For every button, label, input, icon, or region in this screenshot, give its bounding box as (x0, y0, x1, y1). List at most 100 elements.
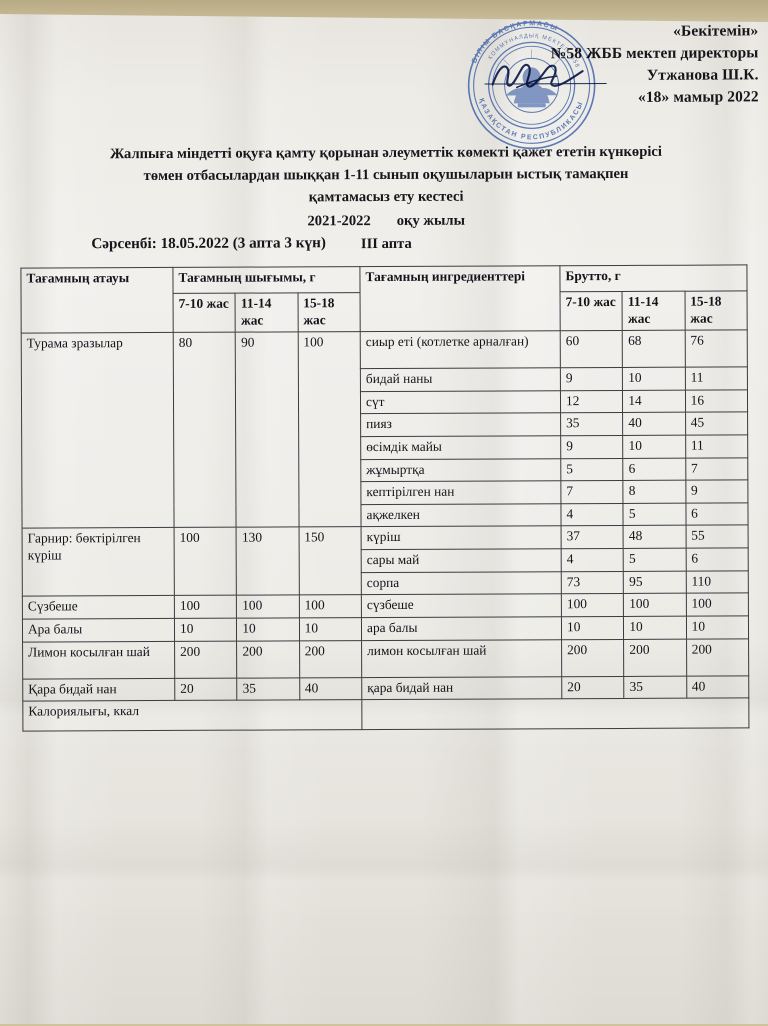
cell-yield-3: 150 (298, 527, 362, 596)
date-line: Сәрсенбі: 18.05.2022 (3 апта 3 күн) (91, 234, 326, 253)
cell-brutto-1: 9 (560, 435, 624, 459)
table-body: Турама зразылар 80 90 100 сиыр еті (котлетке… (21, 330, 749, 732)
cell-ingredient-name: өсімдік майы (360, 435, 561, 460)
cell-brutto-1: 9 (560, 367, 623, 391)
cell-yield-1: 100 (174, 527, 237, 596)
cell-dish-name: Қара бидай нан (22, 677, 175, 702)
menu-table-container: Тағамның атауы Тағамның шығымы, г Тағамн… (20, 264, 749, 732)
cell-brutto-1: 37 (561, 525, 624, 549)
academic-year: 2021-2022 (307, 212, 371, 229)
cell-ingredient-name: кептірілген нан (360, 480, 561, 505)
title-line-3: қамтамасыз ету кестесі (308, 188, 464, 206)
approval-director-name: Утжанова Ш.К. (646, 66, 759, 84)
cell-brutto-2: 48 (623, 525, 686, 549)
cell-ingredient-name: сүзбеше (361, 594, 562, 618)
cell-calories-label: Калориялығы, ккал (22, 699, 362, 732)
cell-ingredient-name: қара бидай нан (361, 676, 562, 700)
cell-dish-name: Сүзбеше (22, 595, 175, 620)
cell-yield-3: 200 (299, 640, 362, 678)
cell-yield-3: 100 (299, 594, 362, 618)
cell-brutto-3: 10 (686, 615, 749, 639)
cell-ingredient-name: ақжелкен (360, 503, 562, 528)
cell-yield-3: 40 (299, 677, 362, 701)
cell-brutto-2: 10 (623, 616, 687, 639)
cell-brutto-2: 10 (622, 367, 686, 391)
cell-dish-name: Ара балы (22, 618, 175, 642)
cell-yield-2: 90 (235, 332, 299, 528)
cell-brutto-2: 100 (623, 593, 687, 617)
menu-table: Тағамның атауы Тағамның шығымы, г Тағамн… (20, 264, 749, 732)
cell-brutto-2: 10 (622, 435, 686, 459)
cell-brutto-1: 4 (561, 548, 624, 572)
cell-ingredient-name: сиыр еті (котлетке арналған) (360, 330, 561, 369)
header-brutto-age-11-14: 11-14 жас (622, 291, 685, 331)
header-brutto-group: Брутто, г (559, 264, 748, 292)
table-head: Тағамның атауы Тағамның шығымы, г Тағамн… (20, 264, 748, 334)
title-line-1: Жалпыға міндетті оқуға қамту қорынан әле… (109, 143, 662, 163)
cell-yield-2: 100 (236, 595, 300, 619)
header-ingredients: Тағамның ингредиенттері (359, 265, 561, 332)
cell-dish-name: Лимон косылған шай (22, 640, 175, 679)
cell-calories-value (361, 698, 749, 730)
cell-ingredient-name: бидай наны (360, 367, 561, 392)
cell-brutto-2: 14 (622, 390, 686, 413)
approval-label: «Бекітемін» (673, 22, 759, 40)
cell-brutto-1: 100 (561, 593, 624, 617)
cell-brutto-3: 16 (685, 389, 748, 413)
cell-brutto-3: 200 (686, 638, 749, 676)
cell-brutto-3: 40 (686, 675, 749, 699)
cell-brutto-3: 6 (685, 548, 749, 571)
cell-ingredient-name: күріш (361, 526, 562, 550)
academic-year-label: оқу жылы (396, 212, 465, 229)
cell-brutto-3: 11 (685, 434, 748, 458)
cell-brutto-3: 100 (685, 593, 749, 617)
cell-brutto-2: 40 (622, 412, 686, 436)
cell-brutto-2: 200 (623, 638, 687, 676)
cell-yield-2: 35 (237, 677, 300, 701)
cell-brutto-1: 60 (560, 330, 623, 368)
cell-brutto-3: 76 (684, 330, 748, 368)
cell-dish-name: Гарнир: бөктірілген күріш (22, 527, 175, 597)
cell-brutto-1: 12 (560, 390, 623, 414)
header-row-top: Тағамның атауы Тағамның шығымы, г Тағамн… (20, 264, 748, 334)
table-row-calories: Калориялығы, ккал (22, 698, 749, 732)
table-row: Лимон косылған шай 200 200 200 лимон косылға… (22, 638, 749, 679)
cell-brutto-1: 4 (560, 503, 624, 527)
cell-brutto-3: 55 (685, 525, 749, 549)
cell-yield-2: 10 (236, 617, 300, 641)
cell-brutto-3: 7 (685, 457, 748, 481)
cell-yield-2: 200 (236, 640, 300, 678)
table-row: Сүзбеше 100 100 100 сүзбеше 100 100 100 (22, 593, 749, 620)
title-line-2: төмен отбасылардан шыққан 1-11 сынып оқу… (143, 166, 629, 185)
cell-ingredient-name: ара балы (361, 616, 562, 641)
cell-brutto-2: 5 (623, 548, 686, 572)
cell-brutto-2: 6 (623, 457, 686, 481)
approval-director-title: №58 ЖББ мектеп директоры (550, 44, 759, 63)
cell-yield-1: 200 (174, 640, 238, 678)
cell-yield-1: 10 (174, 618, 237, 641)
cell-brutto-2: 8 (623, 480, 686, 504)
header-yield-group: Тағамның шығымы, г (172, 266, 361, 294)
cell-brutto-2: 68 (622, 330, 686, 368)
cell-brutto-2: 95 (623, 570, 686, 594)
academic-year-line: 2021-2022 оқу жылы (61, 208, 711, 233)
cell-brutto-2: 35 (624, 675, 687, 699)
cell-brutto-3: 45 (685, 412, 748, 436)
header-brutto-age-15-18: 15-18 жас (684, 290, 748, 331)
cell-brutto-3: 110 (685, 570, 749, 594)
approval-date: «18» мамыр 2022 (637, 88, 759, 106)
header-yield-age-7-10: 7-10 жас (173, 293, 236, 333)
cell-brutto-1: 73 (561, 571, 624, 595)
cell-brutto-3: 9 (685, 480, 748, 504)
cell-ingredient-name: лимон косылған шай (361, 639, 562, 678)
cell-ingredient-name: сары май (361, 548, 562, 573)
approval-block: «Бекітемін» №58 ЖББ мектеп директоры Утж… (428, 20, 759, 109)
cell-brutto-3: 6 (685, 502, 749, 526)
table-row: Гарнир: бөктірілген күріш 100 130 150 күріш 3… (22, 525, 749, 597)
header-yield-age-11-14: 11-14 жас (235, 292, 298, 333)
cell-brutto-1: 7 (560, 480, 624, 504)
cell-ingredient-name: жұмыртқа (360, 458, 561, 482)
cell-ingredient-name: сорпа (361, 571, 562, 595)
